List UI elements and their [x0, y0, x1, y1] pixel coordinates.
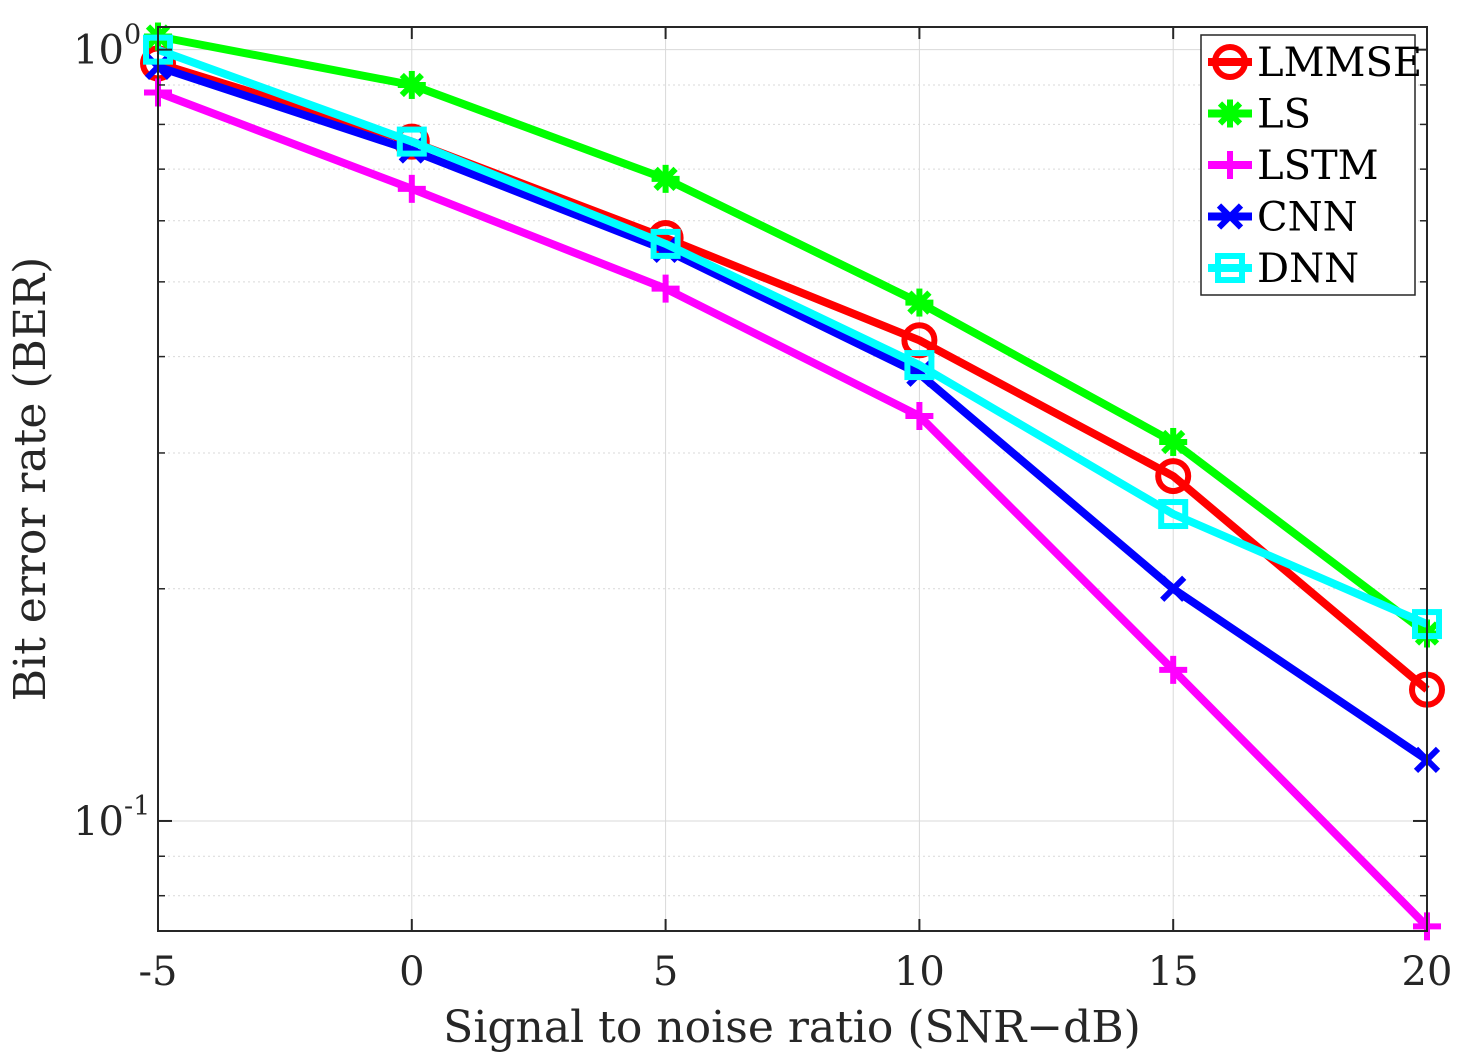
data-point: [651, 274, 680, 303]
legend-label: CNN: [1257, 195, 1358, 241]
plot-frame: [157, 26, 1428, 932]
asterisk-marker: [651, 164, 680, 193]
y-tick-exponent: 0: [124, 20, 141, 51]
asterisk-marker: [905, 288, 934, 317]
x-tick-label: 15: [1148, 949, 1199, 995]
asterisk-marker: [1159, 427, 1188, 456]
x-tick-label: 20: [1402, 949, 1453, 995]
legend-item-cnn: CNN: [1208, 195, 1358, 241]
legend-label: LSTM: [1257, 143, 1379, 189]
y-tick-exponent: -1: [124, 791, 150, 822]
plus-marker: [397, 174, 426, 203]
x-tick-label: -5: [139, 949, 178, 995]
marker-shape: [1212, 44, 1248, 80]
x-marker: [1216, 203, 1244, 230]
data-point: [650, 228, 681, 259]
data-point: [397, 174, 426, 203]
data-point: [1155, 458, 1192, 495]
marker-shape: [904, 350, 935, 381]
marker-shape: [653, 166, 678, 191]
marker-shape: [1155, 458, 1192, 495]
data-point: [905, 288, 934, 317]
marker-shape: [907, 290, 932, 315]
marker-shape: [1160, 575, 1187, 602]
x-tick-label: 5: [653, 949, 678, 995]
legend-item-ls: LS: [1208, 92, 1311, 138]
legend-label: LMMSE: [1257, 40, 1422, 86]
data-point: [1159, 427, 1188, 456]
series-line: [157, 32, 1430, 637]
square-marker: [396, 126, 427, 157]
plus-marker: [1159, 655, 1188, 684]
data-point: [396, 126, 427, 157]
marker-shape: [396, 126, 427, 157]
legend-item-dnn: DNN: [1208, 246, 1359, 292]
square-marker: [650, 228, 681, 259]
circle-marker: [1155, 458, 1192, 495]
legend-item-lmmse: LMMSE: [1208, 40, 1422, 86]
marker-shape: [1216, 203, 1244, 230]
square-marker: [1158, 499, 1189, 530]
square-marker: [904, 350, 935, 381]
x-tick-label: 0: [399, 949, 424, 995]
y-tick-label: 10: [73, 28, 124, 74]
y-axis-label: Bit error rate (BER): [5, 257, 56, 702]
circle-marker: [1212, 44, 1248, 80]
legend-item-lstm: LSTM: [1208, 143, 1379, 189]
asterisk-marker: [1216, 99, 1244, 128]
legend-label: DNN: [1257, 246, 1359, 292]
series-line: [156, 88, 1430, 930]
data-point: [397, 70, 426, 99]
series-line: [156, 45, 1429, 628]
marker-shape: [1215, 253, 1245, 283]
series-line: [156, 63, 1430, 764]
data-point: [651, 164, 680, 193]
marker-shape: [399, 72, 424, 98]
y-tick-label: 10: [73, 799, 124, 845]
plus-marker: [905, 401, 934, 430]
legend-label: LS: [1257, 92, 1311, 138]
legend: LMMSE LS LSTM CNN DNN: [1200, 34, 1422, 296]
data-point: [1158, 499, 1189, 530]
plus-marker: [1216, 151, 1244, 179]
marker-shape: [1158, 499, 1189, 530]
marker-shape: [1161, 429, 1186, 455]
asterisk-marker: [397, 70, 426, 99]
x-tick-label: 10: [894, 949, 945, 995]
x-marker: [1160, 575, 1187, 602]
plus-marker: [651, 274, 680, 303]
square-marker: [1215, 253, 1245, 283]
x-axis-label: Signal to noise ratio (SNR−dB): [443, 1002, 1141, 1053]
data-point: [905, 401, 934, 430]
data-point: [1159, 655, 1188, 684]
marker-shape: [650, 228, 681, 259]
data-point: [904, 350, 935, 381]
marker-shape: [1217, 101, 1243, 126]
data-point: [1160, 575, 1187, 602]
